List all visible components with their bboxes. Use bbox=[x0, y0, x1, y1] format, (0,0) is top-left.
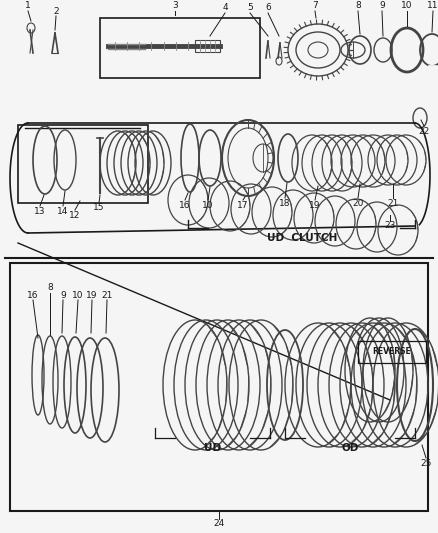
Text: 12: 12 bbox=[69, 211, 81, 220]
Bar bbox=[10, 263, 428, 511]
Text: 14: 14 bbox=[57, 206, 69, 215]
Text: 19: 19 bbox=[86, 290, 98, 300]
Bar bbox=[18, 125, 148, 203]
Text: 9: 9 bbox=[60, 290, 66, 300]
Text: 2: 2 bbox=[53, 6, 59, 15]
Text: 10: 10 bbox=[72, 290, 84, 300]
Text: 18: 18 bbox=[279, 198, 291, 207]
Text: 19: 19 bbox=[309, 200, 321, 209]
Text: 9: 9 bbox=[379, 2, 385, 11]
Text: 11: 11 bbox=[427, 2, 438, 11]
Text: 21: 21 bbox=[101, 290, 113, 300]
Text: 10: 10 bbox=[202, 200, 214, 209]
Text: 5: 5 bbox=[247, 4, 253, 12]
Text: 8: 8 bbox=[47, 284, 53, 293]
Text: 1: 1 bbox=[25, 2, 31, 11]
Text: 22: 22 bbox=[418, 126, 430, 135]
Text: 16: 16 bbox=[179, 200, 191, 209]
Text: 21: 21 bbox=[387, 198, 399, 207]
Bar bbox=[100, 18, 260, 78]
Text: 4: 4 bbox=[222, 4, 228, 12]
Text: 17: 17 bbox=[237, 200, 249, 209]
Text: UD  CLUTCH: UD CLUTCH bbox=[267, 233, 337, 243]
Text: UD: UD bbox=[205, 443, 222, 453]
Text: 8: 8 bbox=[355, 2, 361, 11]
Text: 23: 23 bbox=[384, 221, 396, 230]
Text: 16: 16 bbox=[27, 290, 39, 300]
Text: OD: OD bbox=[341, 443, 359, 453]
Text: 13: 13 bbox=[34, 206, 46, 215]
Text: 10: 10 bbox=[401, 2, 413, 11]
Text: 20: 20 bbox=[352, 198, 364, 207]
Text: 6: 6 bbox=[265, 4, 271, 12]
Text: 15: 15 bbox=[93, 204, 105, 213]
Bar bbox=[358, 341, 426, 363]
Bar bbox=[195, 40, 220, 52]
Text: REVERSE: REVERSE bbox=[373, 348, 411, 357]
Text: 3: 3 bbox=[172, 1, 178, 10]
Text: 25: 25 bbox=[420, 458, 432, 467]
Text: 24: 24 bbox=[213, 519, 225, 528]
Text: 7: 7 bbox=[312, 2, 318, 11]
